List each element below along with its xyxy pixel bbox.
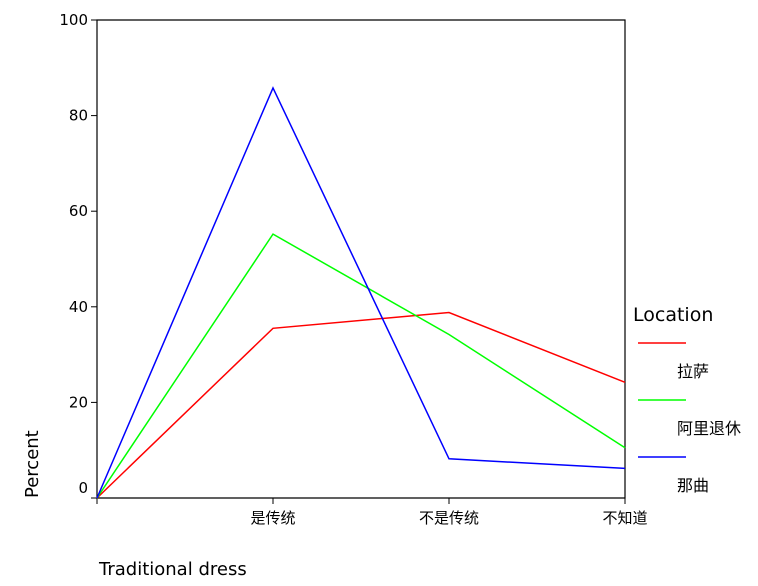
y-tick-label: 40 xyxy=(69,298,88,316)
y-tick-label: 20 xyxy=(69,393,88,411)
y-tick-label: 80 xyxy=(69,107,88,125)
series-line-3 xyxy=(96,86,626,499)
x-tick-label: 不知道 xyxy=(602,509,647,527)
series-lines xyxy=(96,86,626,499)
series-line-2 xyxy=(96,233,626,499)
plot-border xyxy=(96,19,626,499)
legend-label: 那曲 xyxy=(677,476,709,495)
legend-label: 拉萨 xyxy=(677,362,709,381)
plot-frame xyxy=(96,19,626,499)
x-axis-title: Traditional dress xyxy=(98,559,247,580)
y-tick-label: 60 xyxy=(69,202,88,220)
legend-title: Location xyxy=(633,304,713,326)
legend-label: 阿里退休 xyxy=(677,419,741,438)
y-axis-title: Percent xyxy=(22,430,43,498)
x-tick-label: 是传统 xyxy=(250,509,295,527)
x-axis-ticks: 是传统 不是传统 不知道 xyxy=(96,498,648,527)
y-tick-label: 0 xyxy=(78,479,88,497)
x-tick-label: 不是传统 xyxy=(419,509,479,527)
y-tick-label: 100 xyxy=(59,11,88,29)
series-line-1 xyxy=(96,311,626,499)
y-axis-ticks: 0 20 40 60 80 100 xyxy=(59,11,97,499)
